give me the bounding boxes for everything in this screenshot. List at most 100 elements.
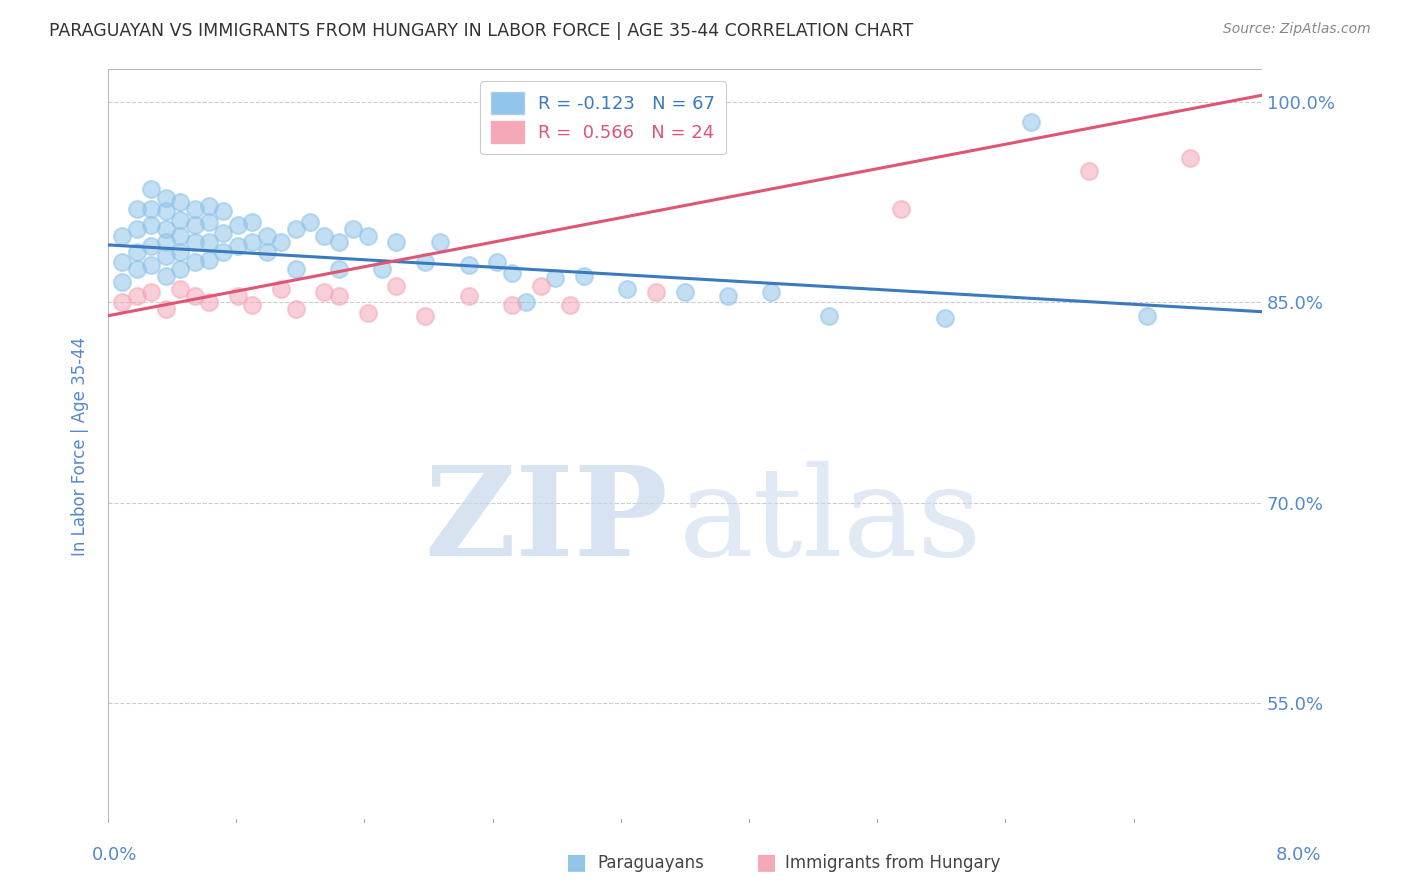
Point — [169, 228, 191, 243]
Point — [198, 199, 221, 213]
Point — [616, 282, 638, 296]
Text: ■: ■ — [756, 853, 776, 872]
Point — [501, 266, 523, 280]
Point — [183, 288, 205, 302]
Text: 0.0%: 0.0% — [91, 846, 136, 863]
Point — [169, 282, 191, 296]
Text: Paraguayans: Paraguayans — [598, 855, 704, 872]
Text: ■: ■ — [567, 853, 586, 872]
Point — [673, 285, 696, 299]
Point — [111, 295, 134, 310]
Point — [818, 309, 841, 323]
Point — [342, 222, 364, 236]
Point — [284, 262, 307, 277]
Point — [198, 295, 221, 310]
Point — [385, 279, 408, 293]
Text: atlas: atlas — [679, 461, 983, 582]
Point — [155, 191, 177, 205]
Point — [169, 195, 191, 210]
Point — [328, 235, 350, 250]
Point — [111, 275, 134, 289]
Point — [155, 204, 177, 219]
Point — [457, 288, 479, 302]
Point — [515, 295, 537, 310]
Point — [457, 258, 479, 272]
Point — [198, 235, 221, 250]
Y-axis label: In Labor Force | Age 35-44: In Labor Force | Age 35-44 — [72, 336, 89, 556]
Point — [226, 288, 249, 302]
Text: Immigrants from Hungary: Immigrants from Hungary — [785, 855, 1000, 872]
Point — [328, 288, 350, 302]
Point — [761, 285, 783, 299]
Point — [934, 311, 956, 326]
Point — [413, 309, 436, 323]
Point — [155, 249, 177, 263]
Point — [155, 268, 177, 283]
Point — [270, 235, 292, 250]
Point — [125, 222, 148, 236]
Point — [141, 258, 163, 272]
Point — [356, 306, 378, 320]
Point — [111, 228, 134, 243]
Point — [890, 202, 912, 216]
Point — [284, 301, 307, 316]
Point — [183, 255, 205, 269]
Legend: R = -0.123   N = 67, R =  0.566   N = 24: R = -0.123 N = 67, R = 0.566 N = 24 — [481, 81, 725, 154]
Point — [1178, 151, 1201, 165]
Point — [183, 202, 205, 216]
Point — [125, 288, 148, 302]
Point — [240, 298, 263, 312]
Point — [169, 262, 191, 277]
Point — [486, 255, 509, 269]
Point — [183, 218, 205, 232]
Point — [240, 235, 263, 250]
Point — [314, 285, 336, 299]
Point — [141, 202, 163, 216]
Point — [1135, 309, 1157, 323]
Point — [270, 282, 292, 296]
Text: ZIP: ZIP — [423, 461, 668, 582]
Point — [198, 215, 221, 229]
Point — [429, 235, 451, 250]
Point — [356, 228, 378, 243]
Point — [212, 244, 235, 259]
Point — [501, 298, 523, 312]
Point — [111, 255, 134, 269]
Point — [717, 288, 740, 302]
Point — [1077, 164, 1099, 178]
Point — [1019, 115, 1042, 129]
Text: 8.0%: 8.0% — [1277, 846, 1322, 863]
Point — [155, 235, 177, 250]
Point — [328, 262, 350, 277]
Point — [240, 215, 263, 229]
Text: Source: ZipAtlas.com: Source: ZipAtlas.com — [1223, 22, 1371, 37]
Point — [256, 244, 278, 259]
Point — [572, 268, 595, 283]
Point — [226, 239, 249, 253]
Point — [141, 218, 163, 232]
Point — [141, 182, 163, 196]
Point — [125, 262, 148, 277]
Point — [298, 215, 321, 229]
Text: PARAGUAYAN VS IMMIGRANTS FROM HUNGARY IN LABOR FORCE | AGE 35-44 CORRELATION CHA: PARAGUAYAN VS IMMIGRANTS FROM HUNGARY IN… — [49, 22, 914, 40]
Point — [645, 285, 668, 299]
Point — [183, 235, 205, 250]
Point — [256, 228, 278, 243]
Point — [530, 279, 553, 293]
Point — [413, 255, 436, 269]
Point — [212, 226, 235, 240]
Point — [314, 228, 336, 243]
Point — [155, 222, 177, 236]
Point — [284, 222, 307, 236]
Point — [125, 202, 148, 216]
Point — [125, 244, 148, 259]
Point — [169, 212, 191, 227]
Point — [558, 298, 581, 312]
Point — [198, 252, 221, 267]
Point — [226, 218, 249, 232]
Point — [141, 239, 163, 253]
Point — [155, 301, 177, 316]
Point — [371, 262, 394, 277]
Point — [212, 204, 235, 219]
Point — [385, 235, 408, 250]
